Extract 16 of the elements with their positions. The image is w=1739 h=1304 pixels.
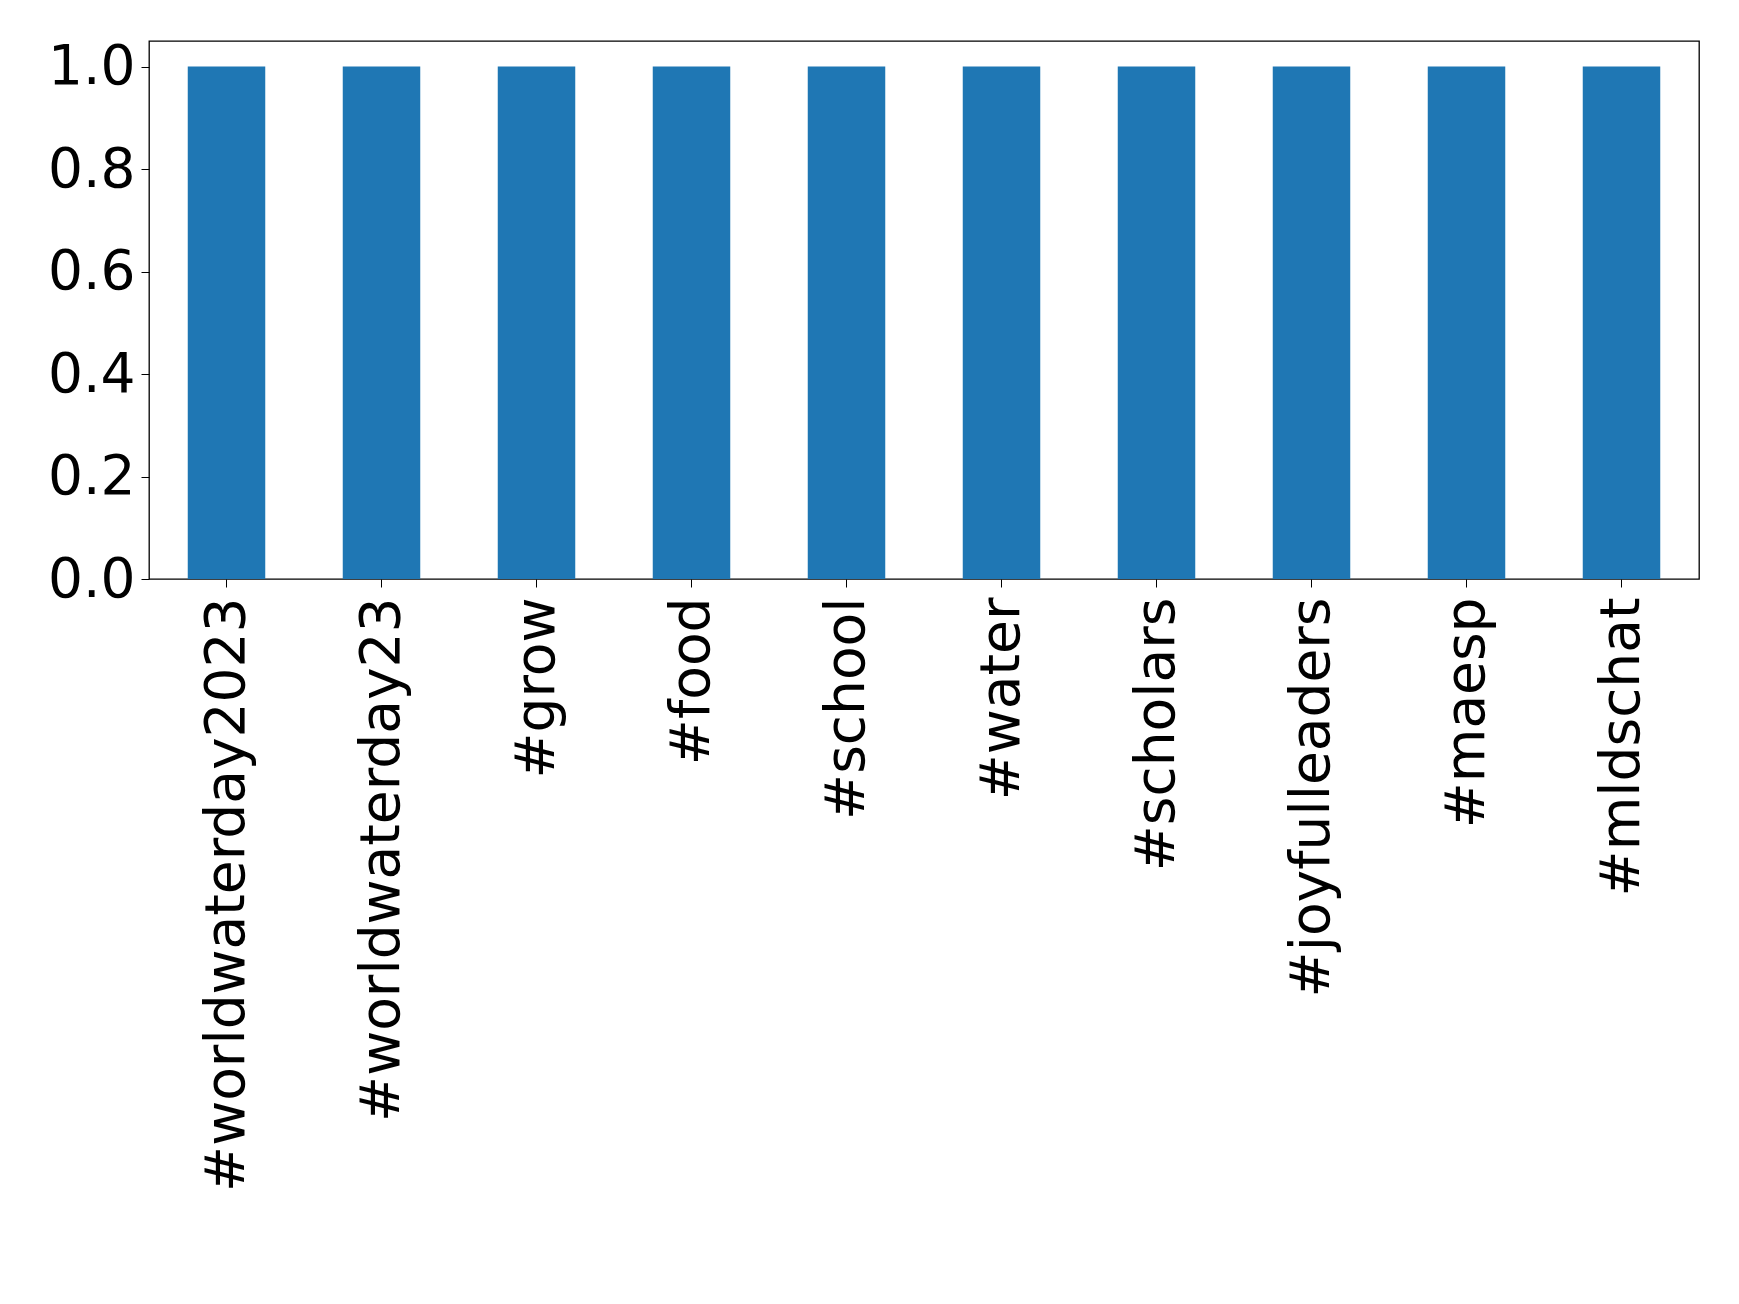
x-tick-label: #grow [502,597,567,779]
x-tick-label: #water [967,597,1032,801]
y-tick-label: 1.0 [48,33,136,98]
y-tick-label: 0.8 [48,135,136,200]
x-tick-label: #scholars [1122,597,1187,872]
y-tick-label: 0.2 [48,443,136,508]
x-tick-label: #food [657,597,722,766]
y-tick-label: 0.4 [48,340,136,405]
y-tick-label: 0.6 [48,238,136,303]
x-tick-label: #maesp [1432,597,1497,829]
x-tick-label: #worldwaterday23 [347,597,412,1122]
x-tick-label: #school [812,597,877,820]
x-tick-label: #mldschat [1587,597,1652,897]
y-tick-label: 0.0 [48,545,136,610]
x-tick-label: #joyfulleaders [1277,597,1342,998]
x-tick-label: #worldwaterday2023 [192,597,257,1192]
